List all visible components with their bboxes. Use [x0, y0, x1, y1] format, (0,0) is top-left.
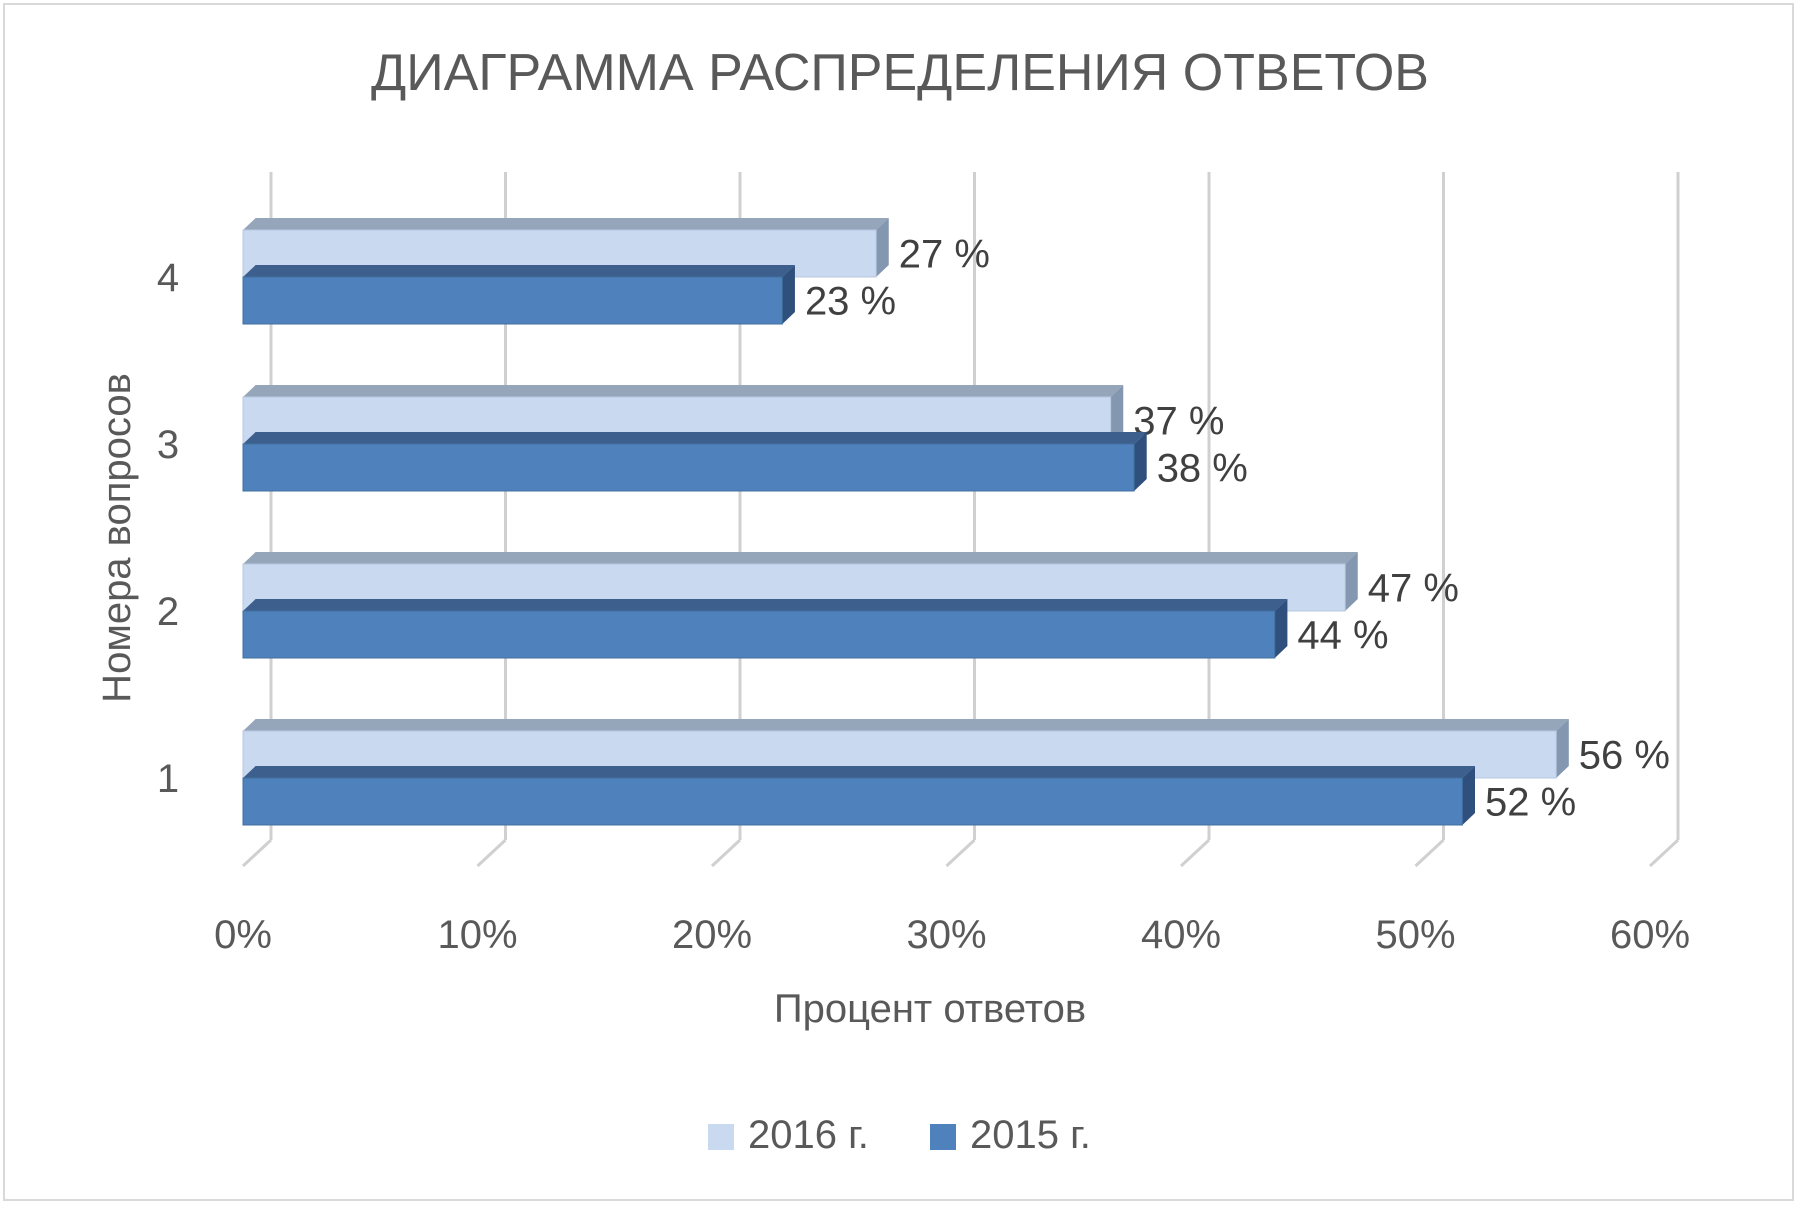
gridline-floor — [945, 838, 976, 868]
bar-side-face — [876, 218, 889, 277]
x-tick-label: 50% — [1375, 913, 1455, 957]
x-tick-label: 10% — [437, 913, 517, 957]
legend: 2016 г. 2015 г. — [708, 1113, 1091, 1157]
legend-swatch — [930, 1124, 956, 1150]
data-label: 56 % — [1579, 734, 1670, 778]
bar-2015-q2 — [242, 610, 1276, 659]
bar-top-face — [243, 552, 1358, 564]
gridline-floor — [241, 838, 273, 868]
x-axis-title: Процент ответов — [774, 987, 1086, 1031]
bar-top-face — [243, 766, 1475, 778]
bar-side-face — [1556, 719, 1569, 778]
bar-2015-q1 — [242, 777, 1463, 826]
gridline-floor — [1179, 838, 1211, 868]
bar-2015-q3 — [242, 443, 1135, 492]
x-tick-label: 0% — [214, 913, 272, 957]
x-tick-label: 60% — [1610, 913, 1690, 957]
x-tick-label: 40% — [1141, 913, 1221, 957]
bar-top-face — [243, 432, 1147, 444]
data-label: 38 % — [1157, 447, 1248, 491]
x-tick-label: 30% — [906, 913, 986, 957]
bars: 56 %52 % 47 %44 % 37 %38 % 27 %23 % — [242, 218, 1670, 826]
bar-2015-q4 — [242, 276, 783, 325]
legend-label: 2016 г. — [748, 1113, 869, 1157]
x-tick-label: 20% — [672, 913, 752, 957]
gridline-floor — [1414, 838, 1445, 868]
bar-side-face — [1345, 552, 1358, 611]
bar-top-face — [243, 218, 889, 230]
bar-top-face — [243, 719, 1569, 731]
data-label: 44 % — [1297, 614, 1388, 658]
data-label: 23 % — [805, 280, 896, 324]
bar-side-face — [1274, 599, 1288, 658]
legend-label: 2015 г. — [970, 1113, 1091, 1157]
y-axis-title: Номера вопросов — [95, 373, 139, 703]
data-label: 27 % — [899, 233, 990, 277]
bar-top-face — [243, 385, 1124, 397]
y-tick-label: 1 — [157, 757, 179, 801]
data-label: 47 % — [1368, 567, 1459, 611]
data-label: 52 % — [1485, 781, 1576, 825]
gridline-floor — [710, 838, 742, 868]
bar-side-face — [782, 265, 795, 324]
y-tick-label: 4 — [157, 256, 179, 300]
bar-top-face — [243, 599, 1288, 611]
data-label: 37 % — [1133, 400, 1224, 444]
legend-swatch — [708, 1124, 734, 1150]
y-tick-label: 2 — [157, 590, 179, 634]
bar-side-face — [1110, 385, 1124, 444]
gridline-floor — [1648, 838, 1680, 868]
gridline-floor — [476, 838, 507, 868]
chart-title: ДИАГРАММА РАСПРЕДЕЛЕНИЯ ОТВЕТОВ — [371, 44, 1429, 102]
y-tick-label: 3 — [157, 423, 179, 467]
bar-side-face — [1462, 766, 1475, 825]
bar-side-face — [1134, 432, 1147, 491]
bar-top-face — [243, 265, 795, 277]
